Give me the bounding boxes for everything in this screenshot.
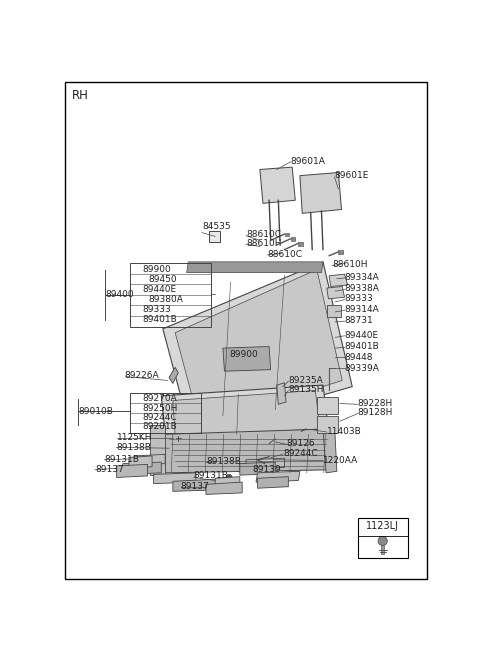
- Text: 89400: 89400: [105, 290, 134, 299]
- Text: 89440E: 89440E: [345, 331, 379, 341]
- Text: 89010B: 89010B: [78, 407, 113, 416]
- Text: 89333: 89333: [345, 294, 373, 303]
- Text: 89338A: 89338A: [345, 284, 379, 293]
- Text: 89131B: 89131B: [104, 455, 139, 464]
- Bar: [131, 393, 201, 433]
- Text: 89244C: 89244C: [142, 413, 177, 422]
- Text: 89131B: 89131B: [193, 472, 228, 480]
- Bar: [285, 233, 289, 236]
- Text: 89128H: 89128H: [358, 408, 393, 417]
- Text: 89137: 89137: [180, 482, 209, 491]
- Polygon shape: [256, 472, 300, 482]
- Polygon shape: [123, 462, 161, 474]
- Bar: [291, 237, 295, 241]
- Polygon shape: [223, 346, 271, 371]
- Text: 89235A: 89235A: [288, 376, 323, 385]
- Text: 1220AA: 1220AA: [323, 456, 358, 465]
- Text: 89900: 89900: [229, 350, 258, 359]
- Polygon shape: [240, 462, 275, 475]
- Text: 89601A: 89601A: [291, 157, 325, 166]
- Bar: [299, 242, 303, 246]
- Polygon shape: [323, 425, 337, 473]
- Polygon shape: [277, 383, 286, 404]
- Text: 89250H: 89250H: [142, 403, 178, 413]
- Bar: [358, 517, 408, 557]
- Text: 89339A: 89339A: [345, 364, 379, 373]
- Polygon shape: [169, 367, 178, 384]
- Text: 89450: 89450: [148, 275, 177, 284]
- Text: 89135H: 89135H: [288, 385, 324, 394]
- Circle shape: [323, 354, 331, 362]
- Text: 1123LJ: 1123LJ: [366, 521, 399, 531]
- Text: RH: RH: [72, 89, 89, 102]
- Bar: [317, 398, 338, 415]
- Text: 89440E: 89440E: [142, 285, 176, 294]
- Text: 1125KH: 1125KH: [117, 433, 152, 442]
- Text: 89228H: 89228H: [358, 399, 393, 408]
- Polygon shape: [161, 385, 329, 441]
- Polygon shape: [258, 477, 288, 488]
- Text: 89601E: 89601E: [335, 171, 369, 180]
- Text: 89138B: 89138B: [117, 443, 152, 452]
- Polygon shape: [117, 464, 147, 477]
- Text: 89333: 89333: [142, 305, 171, 314]
- Polygon shape: [163, 262, 352, 433]
- Text: 88610H: 88610H: [246, 239, 281, 248]
- Text: 88731: 88731: [345, 316, 373, 325]
- Text: 89138B: 89138B: [206, 457, 241, 466]
- Polygon shape: [206, 482, 242, 495]
- Text: 89314A: 89314A: [345, 305, 379, 314]
- Bar: [338, 250, 343, 254]
- Polygon shape: [154, 473, 196, 483]
- Text: 84535: 84535: [202, 222, 231, 231]
- Polygon shape: [260, 167, 295, 203]
- Circle shape: [378, 536, 387, 546]
- Circle shape: [226, 474, 232, 481]
- Bar: [131, 263, 211, 327]
- Polygon shape: [129, 456, 152, 468]
- Text: 89334A: 89334A: [345, 272, 379, 282]
- Polygon shape: [246, 458, 285, 469]
- Circle shape: [304, 425, 311, 431]
- Polygon shape: [175, 270, 342, 425]
- Polygon shape: [173, 479, 219, 491]
- Text: 89270A: 89270A: [142, 394, 177, 403]
- Polygon shape: [329, 274, 348, 286]
- Text: 89401B: 89401B: [345, 342, 379, 351]
- Polygon shape: [134, 455, 165, 465]
- Text: 89401B: 89401B: [142, 315, 177, 324]
- Text: 89448: 89448: [345, 353, 373, 362]
- Text: 11403B: 11403B: [327, 427, 361, 436]
- Text: 88610H: 88610H: [332, 261, 368, 269]
- Text: 88610C: 88610C: [246, 230, 281, 238]
- Polygon shape: [173, 390, 320, 436]
- Bar: [381, 545, 384, 554]
- Text: 89244C: 89244C: [283, 449, 318, 458]
- Bar: [327, 305, 341, 317]
- Text: 89201B: 89201B: [142, 422, 177, 431]
- Text: 89126: 89126: [287, 439, 315, 448]
- Text: 89380A: 89380A: [148, 295, 183, 304]
- Text: 89137: 89137: [95, 465, 124, 474]
- Circle shape: [324, 407, 328, 412]
- Text: 88610C: 88610C: [267, 250, 302, 259]
- Polygon shape: [327, 286, 345, 299]
- Polygon shape: [300, 172, 341, 214]
- Text: 89900: 89900: [142, 265, 171, 274]
- Bar: [317, 416, 338, 433]
- Text: 89226A: 89226A: [124, 371, 159, 379]
- Bar: [209, 231, 220, 242]
- Polygon shape: [163, 429, 332, 473]
- Text: 89139: 89139: [252, 465, 281, 474]
- Polygon shape: [215, 477, 240, 488]
- Polygon shape: [150, 425, 165, 475]
- Polygon shape: [187, 262, 323, 272]
